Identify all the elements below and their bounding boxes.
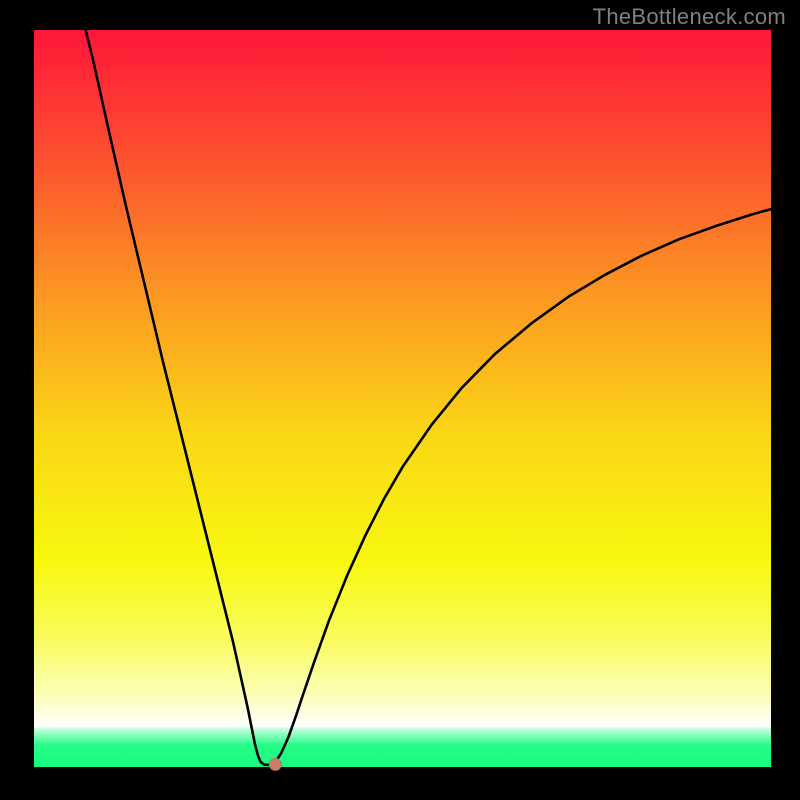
plot-area bbox=[34, 30, 771, 767]
minimum-marker bbox=[269, 758, 281, 770]
chart-stage: TheBottleneck.com bbox=[0, 0, 800, 800]
chart-svg bbox=[0, 0, 800, 800]
watermark-text: TheBottleneck.com bbox=[593, 4, 786, 30]
